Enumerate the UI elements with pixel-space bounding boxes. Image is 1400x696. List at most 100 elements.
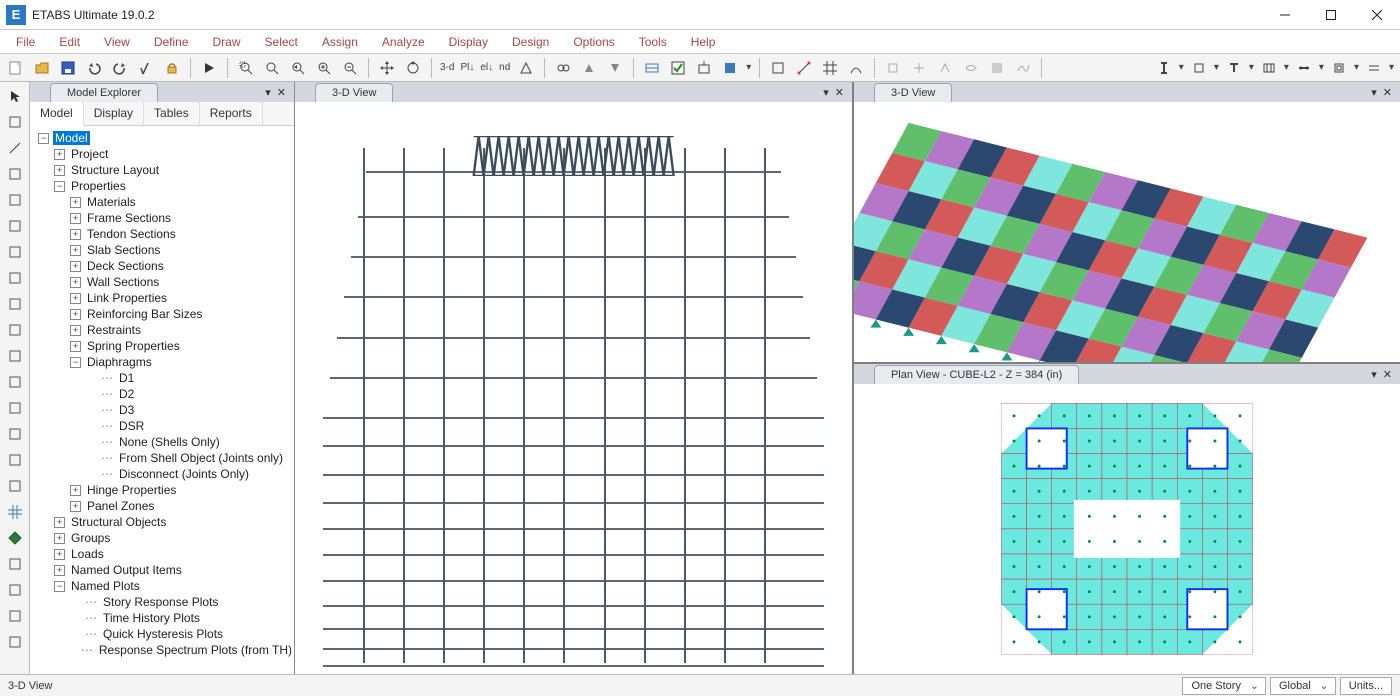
story-combo[interactable]: One Story [1182,677,1266,695]
draw-wall-icon[interactable] [2,448,28,472]
view-elev-label[interactable]: el↓ [478,62,495,73]
perspective-icon[interactable] [514,56,538,80]
draw-brace-icon[interactable] [2,396,28,420]
dimension-icon[interactable] [2,474,28,498]
slab-design-icon[interactable] [1362,56,1386,80]
expand-icon[interactable]: + [70,213,81,224]
expand-icon[interactable]: + [70,309,81,320]
view-plan-label[interactable]: Pl↓ [458,62,476,73]
tree-item[interactable]: −Diaphragms [30,354,294,370]
expand-icon[interactable]: + [70,197,81,208]
frame-force-icon[interactable] [881,56,905,80]
menu-define[interactable]: Define [142,32,201,52]
panel-close-icon[interactable]: ✕ [277,86,286,99]
load-icon[interactable] [718,56,742,80]
story-down-icon[interactable] [603,56,627,80]
collapse-icon[interactable]: − [70,357,81,368]
dropdown-caret[interactable]: ▾ [1282,62,1291,73]
view-options-icon[interactable] [551,56,575,80]
collapse-icon[interactable]: − [38,133,49,144]
dropdown-caret[interactable]: ▾ [1352,62,1361,73]
view-3d-label[interactable]: 3-d [438,62,456,73]
menu-select[interactable]: Select [253,32,310,52]
expand-icon[interactable]: + [70,325,81,336]
view-plan-canvas[interactable] [854,384,1400,674]
wall-force-icon[interactable] [933,56,957,80]
tree-item[interactable]: +Tendon Sections [30,226,294,242]
dropdown-caret[interactable]: ▾ [1247,62,1256,73]
dropdown-caret[interactable]: ▾ [1317,62,1326,73]
assign-icon[interactable] [692,56,716,80]
view-tab[interactable]: 3-D View [874,83,952,102]
pointer-icon[interactable] [2,84,28,108]
dropdown-caret[interactable]: ▾ [1177,62,1186,73]
expand-icon[interactable]: + [54,165,65,176]
steel-design-icon[interactable] [1152,56,1176,80]
tree-item[interactable]: ⋯Response Spectrum Plots (from TH) [30,642,294,658]
menu-analyze[interactable]: Analyze [370,32,437,52]
panel-dropdown-icon[interactable]: ▾ [1371,86,1377,99]
view-tab[interactable]: 3-D View [315,83,393,102]
draw-beam-icon[interactable] [2,344,28,368]
explorer-tab[interactable]: Model Explorer [50,83,158,102]
mesh-icon[interactable] [2,526,28,550]
expand-icon[interactable]: + [70,261,81,272]
redo-icon[interactable] [108,56,132,80]
view-tab[interactable]: Plan View - CUBE-L2 - Z = 384 (in) [874,365,1079,384]
tree-item[interactable]: ⋯DSR [30,418,294,434]
tree-item[interactable]: ⋯Quick Hysteresis Plots [30,626,294,642]
panel-dropdown-icon[interactable]: ▾ [265,86,271,99]
tree-item[interactable]: +Frame Sections [30,210,294,226]
tree-item[interactable]: ⋯D3 [30,402,294,418]
tree-item[interactable]: +Structure Layout [30,162,294,178]
tree-item[interactable]: ⋯D1 [30,370,294,386]
tree-item[interactable]: +Project [30,146,294,162]
panel-close-icon[interactable]: ✕ [1383,86,1392,99]
expand-icon[interactable]: + [70,501,81,512]
run-icon[interactable] [197,56,221,80]
zoom-extents-icon[interactable] [260,56,284,80]
deformed-icon[interactable] [844,56,868,80]
expand-icon[interactable]: + [54,149,65,160]
zoom-selection-icon[interactable] [234,56,258,80]
dashed-line-icon[interactable] [2,162,28,186]
composite-design-icon[interactable] [1222,56,1246,80]
zoom-previous-icon[interactable] [286,56,310,80]
tree-item[interactable]: ⋯From Shell Object (Joints only) [30,450,294,466]
axis-icon[interactable] [2,630,28,654]
line-icon[interactable] [2,136,28,160]
tree-item[interactable]: +Wall Sections [30,274,294,290]
expand-icon[interactable]: + [70,341,81,352]
diaphragm-icon[interactable] [959,56,983,80]
pointer-edit-icon[interactable] [2,110,28,134]
tree-item[interactable]: ⋯Story Response Plots [30,594,294,610]
expand-icon[interactable]: + [54,549,65,560]
shell-force-icon[interactable] [907,56,931,80]
panel-close-icon[interactable]: ✕ [835,86,844,99]
menu-file[interactable]: File [4,32,47,52]
subtab-model[interactable]: Model [30,102,84,126]
tree-item[interactable]: −Model [30,130,294,146]
menu-view[interactable]: View [92,32,142,52]
dropdown-caret[interactable]: ▾ [1212,62,1221,73]
menu-options[interactable]: Options [561,32,626,52]
extrude-icon[interactable] [2,552,28,576]
expand-icon[interactable]: + [54,565,65,576]
view-3d-canvas[interactable] [295,102,852,674]
tree-item[interactable]: +Reinforcing Bar Sizes [30,306,294,322]
rotate-icon[interactable] [401,56,425,80]
pier-spandrel-icon[interactable] [985,56,1009,80]
energy-icon[interactable] [1011,56,1035,80]
tree-item[interactable]: ⋯Disconnect (Joints Only) [30,466,294,482]
collapse-icon[interactable]: − [54,581,65,592]
tree-item[interactable]: +Groups [30,530,294,546]
new-icon[interactable] [4,56,28,80]
snap2-icon[interactable] [2,604,28,628]
panel-close-icon[interactable]: ✕ [1383,368,1392,381]
model-tree[interactable]: −Model+Project+Structure Layout−Properti… [30,126,294,674]
expand-icon[interactable]: + [70,485,81,496]
rect-select-icon[interactable] [2,188,28,212]
section-cut-icon[interactable] [766,56,790,80]
tree-item[interactable]: +Deck Sections [30,258,294,274]
expand-icon[interactable]: + [70,245,81,256]
